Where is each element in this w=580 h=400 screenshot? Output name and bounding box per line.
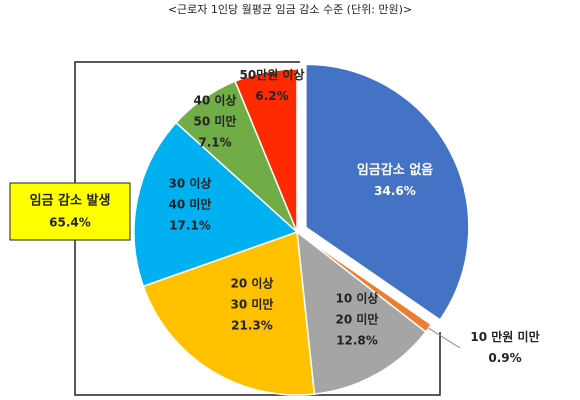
annotation-value: 65.4% bbox=[49, 216, 91, 230]
pie-slice bbox=[142, 230, 316, 396]
slice-value-label: 21.3% bbox=[231, 319, 273, 333]
annotation-text: 임금 감소 발생 bbox=[30, 193, 111, 209]
slice-value-label: 17.1% bbox=[169, 219, 211, 233]
slice-label: 10 만원 미만 bbox=[470, 329, 539, 344]
slice-value-label: 7.1% bbox=[198, 136, 231, 150]
slice-label: 30 이상 bbox=[169, 176, 212, 191]
slice-label: 10 이상 bbox=[336, 291, 379, 306]
chart-title: <근로자 1인당 월평균 임금 감소 수준 (단위: 만원)> bbox=[168, 3, 412, 16]
slice-label: 20 미만 bbox=[336, 312, 379, 327]
slice-label: 50 미만 bbox=[194, 114, 237, 129]
slice-label: 50만원 이상 bbox=[239, 67, 304, 82]
slice-label: 40 이상 bbox=[194, 93, 237, 108]
slice-label: 20 이상 bbox=[231, 276, 274, 291]
slice-value-label: 0.9% bbox=[488, 351, 521, 365]
slice-label: 임금감소 없음 bbox=[357, 162, 433, 178]
slice-label: 40 미만 bbox=[169, 197, 212, 212]
slice-value-label: 6.2% bbox=[255, 89, 288, 103]
pie-slice bbox=[234, 68, 298, 233]
slice-value-label: 34.6% bbox=[374, 184, 416, 198]
pie-slice bbox=[296, 230, 427, 395]
bracket bbox=[74, 61, 441, 396]
pie-slice bbox=[305, 63, 470, 321]
annotation-box bbox=[9, 182, 131, 241]
slice-value-label: 12.8% bbox=[336, 334, 378, 348]
leader-line bbox=[428, 327, 461, 349]
slice-label: 30 미만 bbox=[231, 297, 274, 312]
pie-slice bbox=[133, 121, 299, 288]
